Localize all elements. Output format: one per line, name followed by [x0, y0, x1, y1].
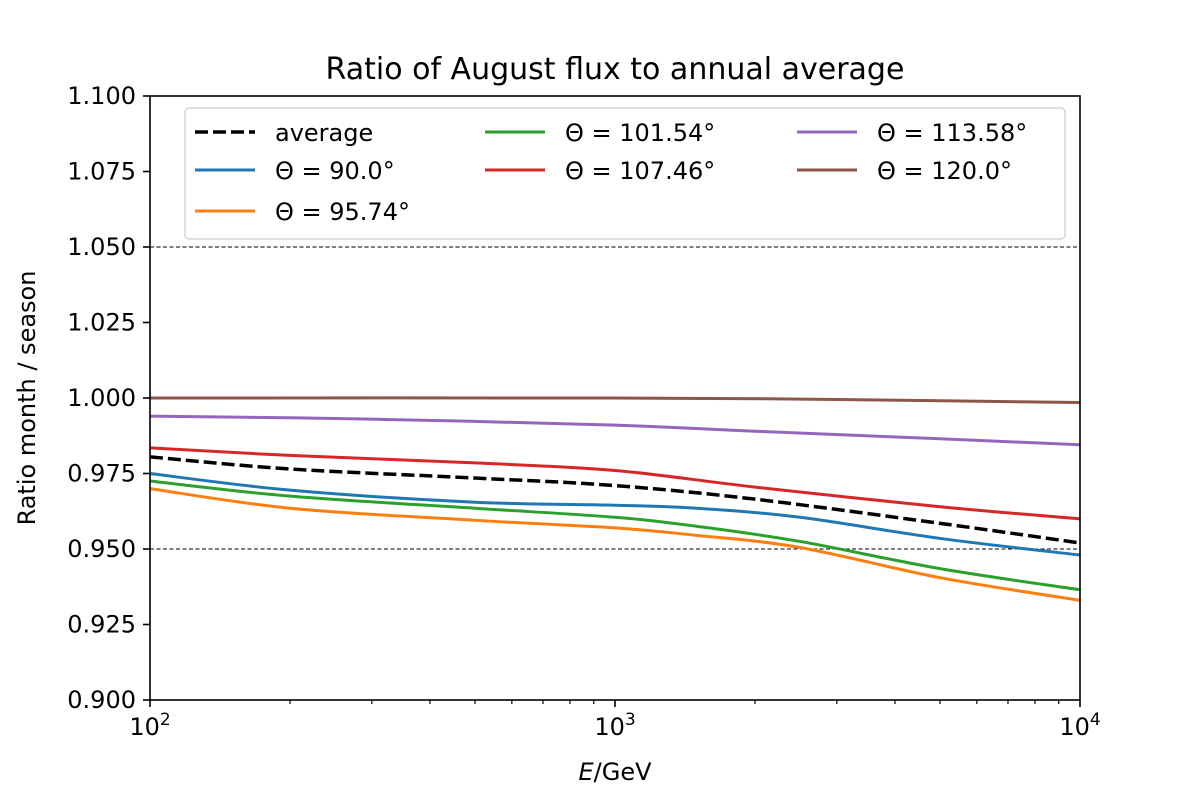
- reference-lines: [150, 246, 1080, 550]
- y-tick-label: 1.075: [67, 158, 136, 186]
- series-line: [149, 487, 1081, 602]
- legend-label: Θ = 120.0°: [877, 157, 1012, 185]
- y-tick-label: 0.975: [67, 460, 136, 488]
- series-line: [149, 455, 1081, 545]
- x-tick-label: 102: [129, 710, 170, 741]
- x-tick-label: 103: [594, 710, 635, 741]
- legend-label: Θ = 107.46°: [565, 157, 715, 185]
- legend-box: [184, 107, 1066, 240]
- legend-label: Θ = 95.74°: [275, 198, 410, 226]
- series-line: [149, 446, 1081, 521]
- y-tick-label: 1.050: [67, 233, 136, 261]
- series-line: [149, 396, 1081, 405]
- legend: average Θ = 90.0° Θ = 95.74° Θ = 101.54° Θ =…: [184, 107, 1066, 240]
- y-tick-label: 1.000: [67, 384, 136, 412]
- axis-ticks: 0.900 0.925 0.950 0.975 1.000 1.025 1.050 1.075…: [67, 82, 1100, 741]
- y-axis-label: Ratio month / season: [13, 271, 41, 526]
- x-tick-label: 104: [1059, 710, 1100, 741]
- y-tick-label: 1.025: [67, 309, 136, 337]
- legend-label: average: [275, 119, 373, 147]
- legend-label: Θ = 90.0°: [275, 157, 395, 185]
- series-layer: [149, 396, 1081, 602]
- series-line: [149, 472, 1081, 557]
- legend-label: Θ = 101.54°: [565, 119, 715, 147]
- x-axis-label-unit: /GeV: [594, 758, 652, 786]
- y-tick-label: 1.100: [67, 82, 136, 110]
- y-tick-label: 0.900: [67, 686, 136, 714]
- x-axis-label-variable: E: [578, 758, 594, 786]
- series-line: [149, 414, 1081, 447]
- y-tick-label: 0.950: [67, 535, 136, 563]
- legend-label: Θ = 113.58°: [877, 119, 1027, 147]
- x-axis-label: E/GeV: [578, 758, 652, 786]
- y-tick-label: 0.925: [67, 611, 136, 639]
- series-line: [149, 479, 1081, 592]
- chart-title: Ratio of August flux to annual average: [326, 52, 905, 87]
